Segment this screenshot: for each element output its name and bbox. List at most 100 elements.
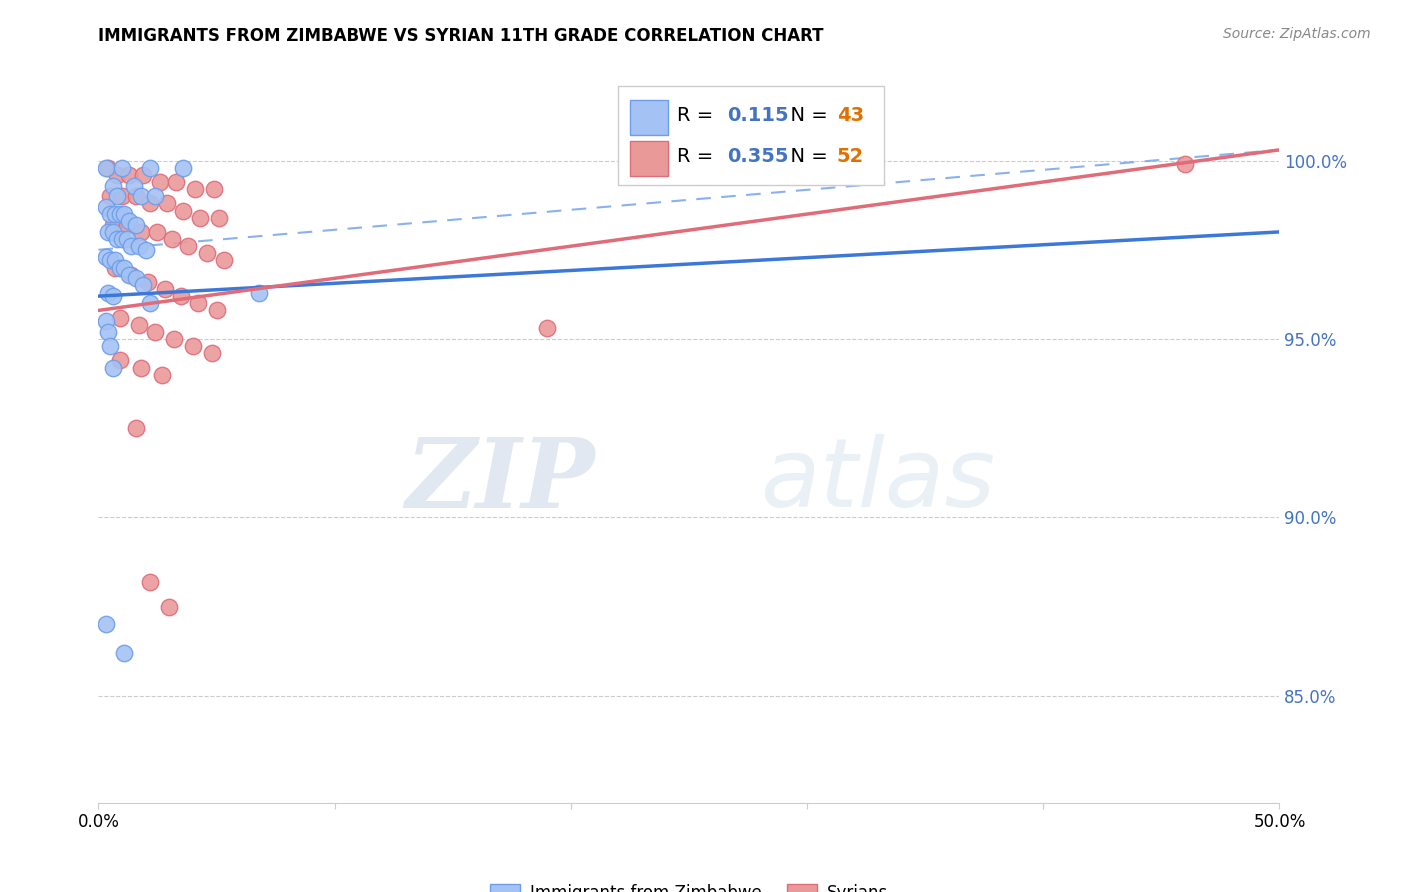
Point xyxy=(94,200,117,214)
Point xyxy=(101,225,124,239)
Text: 52: 52 xyxy=(837,147,863,167)
Text: 43: 43 xyxy=(837,106,863,125)
Point xyxy=(143,325,166,339)
FancyBboxPatch shape xyxy=(619,86,884,185)
Point xyxy=(115,218,138,232)
Point xyxy=(150,368,173,382)
Point xyxy=(105,168,128,182)
Point xyxy=(108,353,131,368)
Point xyxy=(129,189,152,203)
Point xyxy=(101,218,124,232)
Point xyxy=(172,161,194,175)
Point xyxy=(112,646,135,660)
Point xyxy=(184,182,207,196)
Point xyxy=(98,339,121,353)
Point xyxy=(181,339,204,353)
Point xyxy=(172,203,194,218)
Point xyxy=(101,360,124,375)
Point xyxy=(208,211,231,225)
Point xyxy=(101,289,124,303)
Point xyxy=(98,253,121,268)
Point xyxy=(135,243,157,257)
Point xyxy=(139,161,162,175)
Point xyxy=(129,360,152,375)
Point xyxy=(202,182,225,196)
Point xyxy=(125,189,148,203)
Text: atlas: atlas xyxy=(759,434,995,527)
Point xyxy=(112,260,135,275)
Point xyxy=(536,321,558,335)
Point xyxy=(108,310,131,325)
Text: R =: R = xyxy=(678,106,720,125)
Point xyxy=(108,260,131,275)
Point xyxy=(153,282,176,296)
Point xyxy=(111,161,134,175)
Point xyxy=(111,189,134,203)
Point xyxy=(125,421,148,435)
Text: 0.115: 0.115 xyxy=(727,106,789,125)
Point xyxy=(104,260,127,275)
Point xyxy=(122,178,145,193)
Point xyxy=(111,232,134,246)
Point xyxy=(97,161,120,175)
Point xyxy=(98,207,121,221)
Point xyxy=(170,289,193,303)
Point xyxy=(97,285,120,300)
Point xyxy=(98,189,121,203)
Text: ZIP: ZIP xyxy=(405,434,595,528)
Text: 0.355: 0.355 xyxy=(727,147,789,167)
Point xyxy=(201,346,224,360)
Text: N =: N = xyxy=(778,147,834,167)
Point xyxy=(188,211,211,225)
Point xyxy=(125,218,148,232)
Point xyxy=(132,168,155,182)
Point xyxy=(163,332,186,346)
Point xyxy=(105,189,128,203)
Point xyxy=(195,246,218,260)
Point xyxy=(121,268,143,282)
Point xyxy=(94,161,117,175)
Text: Source: ZipAtlas.com: Source: ZipAtlas.com xyxy=(1223,27,1371,41)
Text: N =: N = xyxy=(778,106,834,125)
FancyBboxPatch shape xyxy=(630,141,668,176)
Point xyxy=(156,196,179,211)
Point xyxy=(129,225,152,239)
Point xyxy=(108,207,131,221)
Point xyxy=(157,599,180,614)
Point xyxy=(105,232,128,246)
Point xyxy=(247,285,270,300)
Text: IMMIGRANTS FROM ZIMBABWE VS SYRIAN 11TH GRADE CORRELATION CHART: IMMIGRANTS FROM ZIMBABWE VS SYRIAN 11TH … xyxy=(98,27,824,45)
Point xyxy=(94,314,117,328)
Point xyxy=(139,196,162,211)
Point xyxy=(1174,157,1197,171)
Point xyxy=(187,296,209,310)
Point xyxy=(112,207,135,221)
Point xyxy=(132,278,155,293)
Point xyxy=(94,250,117,264)
Point xyxy=(143,189,166,203)
Point xyxy=(165,175,187,189)
Point xyxy=(104,253,127,268)
Point xyxy=(118,214,141,228)
FancyBboxPatch shape xyxy=(630,100,668,135)
Point xyxy=(136,275,159,289)
Point xyxy=(115,232,138,246)
Point xyxy=(118,168,141,182)
Point xyxy=(104,207,127,221)
Point xyxy=(149,175,172,189)
Point xyxy=(118,268,141,282)
Point xyxy=(125,271,148,285)
Point xyxy=(205,303,228,318)
Point xyxy=(97,325,120,339)
Point xyxy=(128,239,150,253)
Point xyxy=(212,253,235,268)
Text: R =: R = xyxy=(678,147,720,167)
Point xyxy=(139,296,162,310)
Point xyxy=(146,225,169,239)
Point xyxy=(94,617,117,632)
Point xyxy=(160,232,183,246)
Point xyxy=(177,239,200,253)
Legend: Immigrants from Zimbabwe, Syrians: Immigrants from Zimbabwe, Syrians xyxy=(484,877,894,892)
Point xyxy=(97,225,120,239)
Point xyxy=(121,239,143,253)
